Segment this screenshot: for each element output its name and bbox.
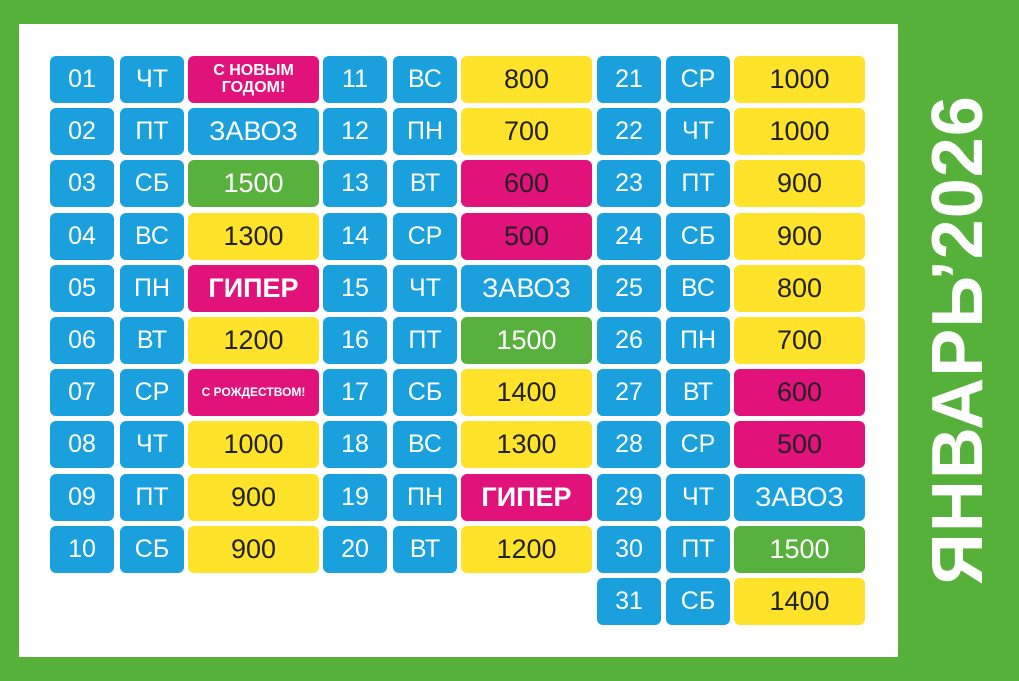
day-event: ГИПЕР [188,264,319,312]
weekday-label: ВТ [393,160,457,208]
day-event: 700 [461,108,592,156]
day-number: 09 [50,473,114,521]
day-number: 21 [597,56,661,103]
weekday-label: СР [666,56,730,103]
weekday-label: ВТ [666,369,730,417]
weekday-label: ЧТ [120,56,184,103]
day-event: 1000 [734,108,865,156]
day-number: 06 [50,317,114,364]
weekday-label: ЧТ [666,473,730,521]
weekday-label: ПТ [120,473,184,521]
day-event: 500 [734,421,865,469]
day-number: 08 [50,421,114,469]
day-event: С НОВЫМ ГОДОМ! [188,56,319,103]
weekday-label: ПТ [666,525,730,573]
day-event: 1300 [461,421,592,469]
weekday-label: ВТ [393,525,457,573]
day-number: 23 [597,160,661,208]
weekday-label: СБ [120,160,184,208]
weekday-label: ВТ [120,317,184,364]
weekday-label: ПТ [120,108,184,156]
weekday-label: ВС [666,264,730,312]
weekday-label: СБ [666,212,730,260]
day-number: 28 [597,421,661,469]
day-number: 03 [50,160,114,208]
weekday-label: ПН [393,108,457,156]
day-number: 19 [323,473,387,521]
day-number: 02 [50,108,114,156]
day-event: 1400 [461,369,592,417]
day-number: 31 [597,578,661,625]
day-number: 11 [323,56,387,103]
day-number: 05 [50,264,114,312]
weekday-label: СР [393,212,457,260]
day-number: 01 [50,56,114,103]
day-event: 1000 [734,56,865,103]
day-event: 900 [734,160,865,208]
day-event: 1500 [461,317,592,364]
day-number: 27 [597,369,661,417]
day-number: 14 [323,212,387,260]
day-event: 500 [461,212,592,260]
weekday-label: ПТ [393,317,457,364]
day-event: 600 [461,160,592,208]
weekday-label: СР [666,421,730,469]
day-event: 1200 [188,317,319,364]
weekday-label: СР [120,369,184,417]
day-number: 04 [50,212,114,260]
day-number: 22 [597,108,661,156]
weekday-label: СБ [666,578,730,625]
day-number: 13 [323,160,387,208]
weekday-label: СБ [393,369,457,417]
day-number: 17 [323,369,387,417]
day-number: 18 [323,421,387,469]
day-event: 1000 [188,421,319,469]
day-number: 12 [323,108,387,156]
day-event: 1300 [188,212,319,260]
day-event: ЗАВОЗ [734,473,865,521]
day-number: 30 [597,525,661,573]
weekday-label: ПН [393,473,457,521]
day-event: 900 [188,525,319,573]
day-event: С РОЖДЕСТВОМ! [188,369,319,417]
day-event: 700 [734,317,865,364]
day-event: 1400 [734,578,865,625]
day-event: ЗАВОЗ [461,264,592,312]
day-number: 07 [50,369,114,417]
day-event: ЗАВОЗ [188,108,319,156]
weekday-label: ПН [120,264,184,312]
day-event: 1200 [461,525,592,573]
weekday-label: ВС [393,56,457,103]
day-event: 900 [734,212,865,260]
day-number: 16 [323,317,387,364]
weekday-label: ВС [393,421,457,469]
day-event: 800 [734,264,865,312]
day-number: 20 [323,525,387,573]
day-number: 26 [597,317,661,364]
weekday-label: ЧТ [666,108,730,156]
weekday-label: ПН [666,317,730,364]
day-event: 1500 [734,525,865,573]
day-number: 24 [597,212,661,260]
day-event: 900 [188,473,319,521]
day-number: 29 [597,473,661,521]
day-number: 15 [323,264,387,312]
weekday-label: ПТ [666,160,730,208]
weekday-label: ЧТ [393,264,457,312]
day-event: 1500 [188,160,319,208]
day-event: ГИПЕР [461,473,592,521]
day-event: 800 [461,56,592,103]
month-title: ЯНВАРЬ’2026 [918,95,998,585]
weekday-label: ВС [120,212,184,260]
day-number: 10 [50,525,114,573]
day-event: 600 [734,369,865,417]
day-number: 25 [597,264,661,312]
weekday-label: ЧТ [120,421,184,469]
weekday-label: СБ [120,525,184,573]
